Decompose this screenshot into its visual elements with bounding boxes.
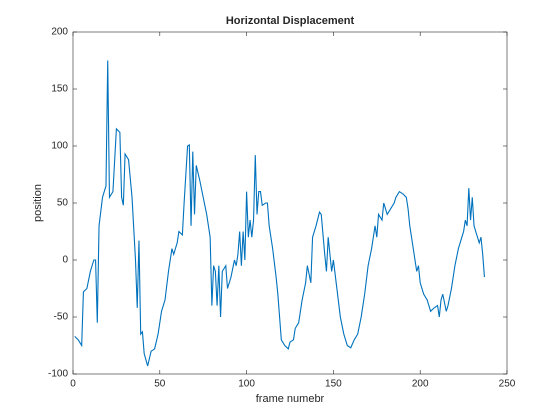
y-tick-label: 150 xyxy=(51,84,68,95)
line-series xyxy=(74,60,485,367)
x-tick-label: 200 xyxy=(412,379,429,390)
y-tick-label: 100 xyxy=(51,141,68,152)
x-tick-label: 150 xyxy=(325,379,342,390)
x-tick-label: 0 xyxy=(70,379,76,390)
plot-box xyxy=(72,31,508,375)
y-tick-label: 50 xyxy=(57,198,69,209)
x-tick-label: 250 xyxy=(499,379,516,390)
y-axis-label: position xyxy=(32,184,44,222)
y-tick-label: 0 xyxy=(62,255,68,266)
x-tick-label: 100 xyxy=(238,379,255,390)
x-axis-label: frame numebr xyxy=(256,393,325,405)
y-tick-label: -100 xyxy=(48,369,68,380)
y-tick-label: 200 xyxy=(51,27,68,38)
x-tick-label: 50 xyxy=(154,379,166,390)
chart-title: Horizontal Displacement xyxy=(226,15,355,27)
y-tick-label: -50 xyxy=(54,312,69,323)
